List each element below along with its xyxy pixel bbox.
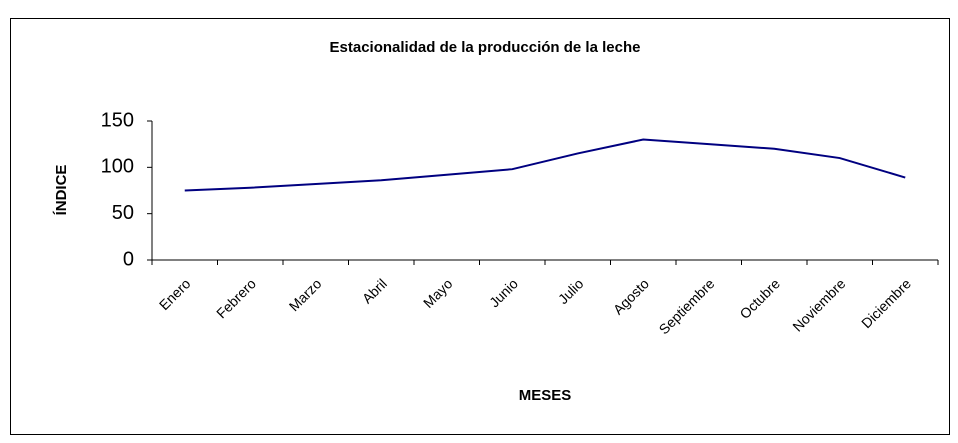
y-axis-label: ÍNDICE — [53, 165, 70, 216]
y-tick-label: 100 — [101, 156, 134, 178]
y-tick-label: 0 — [123, 248, 134, 270]
y-tick-label: 150 — [101, 109, 134, 131]
y-tick-label: 50 — [112, 202, 134, 224]
data-line — [184, 138, 906, 192]
x-axis-label: MESES — [519, 387, 572, 404]
chart-border — [10, 18, 950, 435]
chart-title: Estacionalidad de la producción de la le… — [330, 39, 641, 56]
